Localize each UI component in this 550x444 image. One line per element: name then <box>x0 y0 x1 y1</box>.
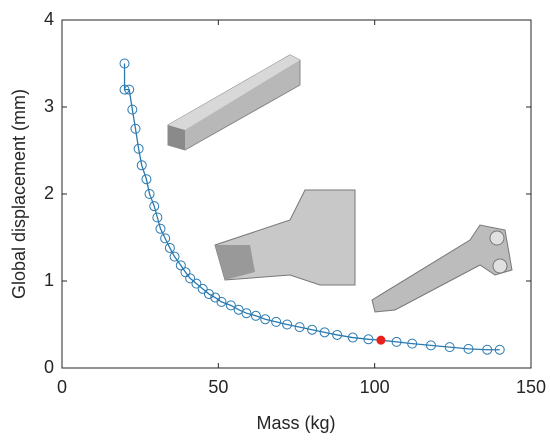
y-tick-label: 3 <box>44 96 54 116</box>
x-tick-label: 100 <box>360 377 390 397</box>
x-tick-label: 150 <box>516 377 546 397</box>
chart: Mass (kg) Global displacement (mm) 05010… <box>0 0 550 439</box>
x-axis-label: Mass (kg) <box>256 413 335 433</box>
y-tick-label: 0 <box>44 357 54 377</box>
y-tick-label: 4 <box>44 9 54 29</box>
arm-hole <box>490 231 504 245</box>
highlight-point <box>377 336 385 344</box>
y-tick-label: 2 <box>44 183 54 203</box>
illustrations <box>168 55 512 312</box>
x-tick-label: 50 <box>208 377 228 397</box>
y-tick-label: 1 <box>44 270 54 290</box>
x-tick-label: 0 <box>57 377 67 397</box>
arm-hole <box>493 259 507 273</box>
y-axis-label: Global displacement (mm) <box>9 89 29 299</box>
